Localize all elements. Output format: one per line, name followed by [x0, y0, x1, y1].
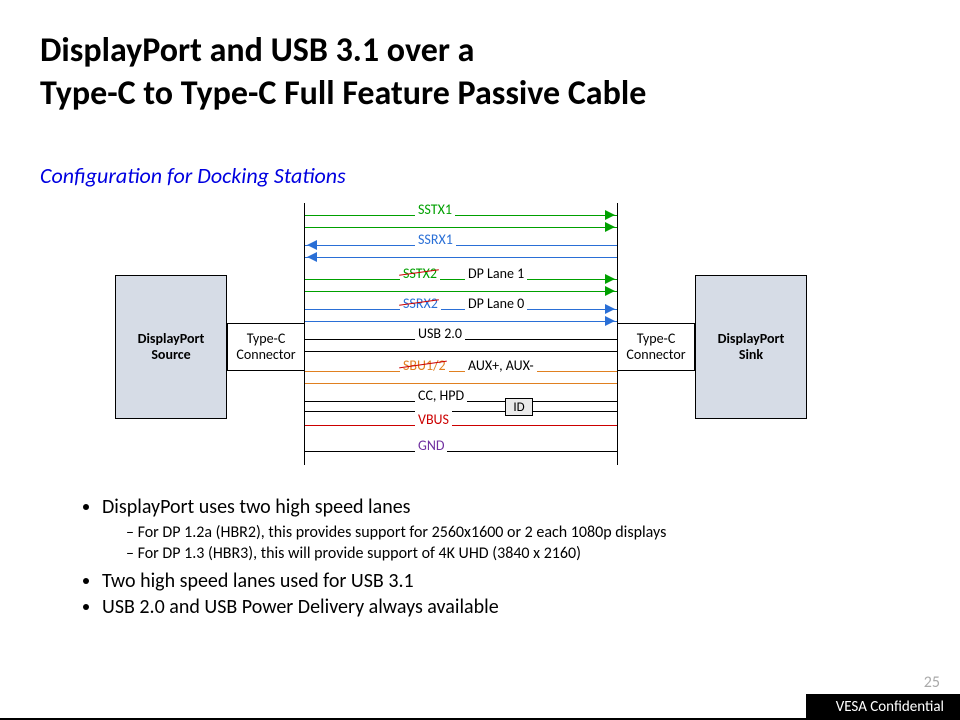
bullet-0: DisplayPort uses two high speed lanesFor… — [102, 495, 900, 563]
signal-label-cc: CC, HPD — [415, 387, 467, 404]
signal-line-ssrx1 — [305, 245, 617, 246]
bullet-2: USB 2.0 and USB Power Delivery always av… — [102, 595, 900, 619]
arrow-ssrx1 — [307, 240, 317, 250]
signal-label-sstx1: SSTX1 — [415, 201, 455, 218]
signal-line-ssrx2 — [305, 309, 617, 310]
connector-left-label: Type-CConnector — [236, 331, 295, 363]
arrow-sstx2b — [605, 286, 615, 296]
slide-title: DisplayPort and USB 3.1 over a Type-C to… — [40, 30, 920, 115]
signal-line-usb2b — [305, 351, 617, 352]
arrow-ssrx2b — [605, 316, 615, 326]
slide-subtitle: Configuration for Docking Stations — [40, 162, 346, 189]
signal-line-sstx2 — [305, 279, 617, 280]
signal-label-gnd: GND — [415, 437, 447, 454]
signal-line-ssrx1b — [305, 257, 617, 258]
signal-alt-sbu: AUX+, AUX- — [465, 357, 537, 374]
bullet-list: DisplayPort uses two high speed lanesFor… — [70, 495, 900, 621]
subbullet-0-1: For DP 1.3 (HBR3), this will provide sup… — [126, 544, 900, 563]
displayport-sink-box: DisplayPortSink — [695, 275, 807, 419]
sink-label: DisplayPortSink — [718, 331, 785, 363]
id-box: ID — [505, 398, 533, 416]
title-line-2: Type-C to Type-C Full Feature Passive Ca… — [40, 73, 646, 114]
arrow-sstx2 — [605, 274, 615, 284]
signal-alt-sstx2: DP Lane 1 — [465, 265, 527, 282]
footer-confidential: VESA Confidential — [806, 694, 960, 720]
bullet-1: Two high speed lanes used for USB 3.1 — [102, 569, 900, 593]
title-line-1: DisplayPort and USB 3.1 over a — [40, 30, 474, 71]
signal-line-vbus — [305, 425, 617, 426]
signal-line-ccb — [305, 411, 617, 412]
type-c-connector-left: Type-CConnector — [227, 323, 305, 371]
page-number: 25 — [924, 673, 940, 692]
arrow-ssrx2 — [605, 304, 615, 314]
signal-label-usb2a: USB 2.0 — [415, 325, 465, 342]
source-label: DisplayPortSource — [138, 331, 205, 363]
signal-alt-ssrx2: DP Lane 0 — [465, 295, 527, 312]
signal-diagram: DisplayPortSource Type-CConnector Type-C… — [90, 195, 860, 475]
signal-line-sbu — [305, 371, 617, 372]
type-c-connector-right: Type-CConnector — [617, 323, 695, 371]
signal-line-sstx1b — [305, 227, 617, 228]
subbullet-0-0: For DP 1.2a (HBR2), this provides suppor… — [126, 523, 900, 542]
signal-label-vbus: VBUS — [415, 411, 452, 428]
signal-line-ssrx2b — [305, 321, 617, 322]
signal-line-sstx2b — [305, 291, 617, 292]
connector-right-label: Type-CConnector — [626, 331, 685, 363]
signal-line-sbub — [305, 383, 617, 384]
arrow-ssrx1b — [307, 252, 317, 262]
bus-bar-right — [617, 203, 618, 465]
arrow-sstx1 — [605, 210, 615, 220]
signal-line-gnd — [305, 451, 617, 452]
signal-line-sstx1 — [305, 215, 617, 216]
signal-label-ssrx1: SSRX1 — [415, 231, 456, 248]
arrow-sstx1b — [605, 222, 615, 232]
displayport-source-box: DisplayPortSource — [115, 275, 227, 419]
